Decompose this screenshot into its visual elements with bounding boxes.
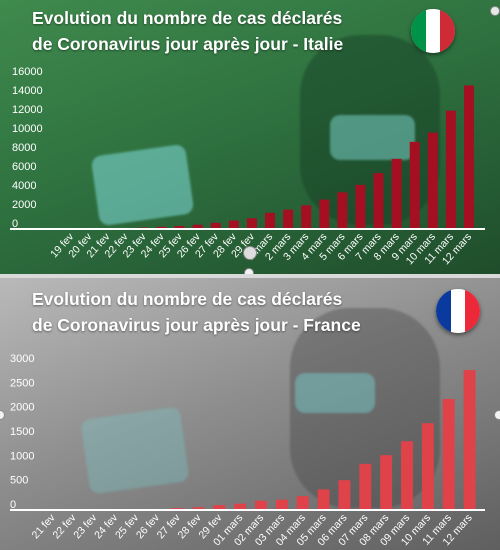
- italy-bar-chart: 020004000600080001000012000140001600019 …: [10, 66, 485, 267]
- y-tick-label: 1000: [10, 450, 34, 462]
- bar: [380, 455, 393, 510]
- chart-title-line-1: Evolution du nombre de cas déclarés: [32, 8, 343, 28]
- bar: [421, 423, 434, 510]
- bar: [355, 184, 366, 229]
- bar: [463, 85, 474, 230]
- bar: [317, 489, 330, 510]
- y-tick-label: 6000: [12, 161, 36, 173]
- bar: [255, 500, 267, 510]
- bar: [409, 141, 420, 229]
- france-flag-icon: [436, 289, 480, 333]
- italy-flag-icon: [411, 9, 455, 53]
- bar: [156, 226, 167, 229]
- bar: [338, 480, 351, 510]
- bar: [391, 158, 402, 229]
- bar: [442, 398, 455, 510]
- bar: [213, 505, 226, 510]
- rotate-handle-icon[interactable]: [243, 246, 257, 260]
- bar: [427, 132, 438, 229]
- y-tick-label: 0: [12, 218, 18, 230]
- y-tick-label: 2500: [10, 377, 34, 389]
- bar: [174, 225, 185, 229]
- france-chart-panel: Evolution du nombre de cas déclarés de C…: [0, 278, 500, 550]
- y-tick-label: 0: [10, 499, 16, 511]
- bar: [373, 173, 384, 229]
- y-tick-label: 8000: [12, 142, 36, 154]
- background-photo-mask: [330, 115, 415, 160]
- resize-handle-bottom[interactable]: [244, 268, 254, 275]
- chart-title-line-2: de Coronavirus jour après jour - France: [32, 315, 361, 335]
- italy-chart-panel: Evolution du nombre de cas déclarés de C…: [0, 0, 500, 275]
- background-photo-mask: [295, 373, 375, 413]
- bar: [319, 199, 330, 229]
- y-tick-label: 1500: [10, 426, 34, 438]
- y-tick-label: 16000: [12, 66, 43, 78]
- bar: [296, 496, 309, 510]
- y-tick-label: 14000: [12, 85, 43, 97]
- y-tick-label: 10000: [12, 123, 43, 135]
- y-tick-label: 12000: [12, 104, 43, 116]
- bar: [337, 192, 348, 229]
- bar: [246, 218, 257, 229]
- bar: [210, 222, 221, 229]
- chart-title-line-2: de Coronavirus jour après jour - Italie: [32, 34, 344, 54]
- resize-handle-right[interactable]: [494, 410, 500, 420]
- bar: [463, 370, 476, 510]
- panel-divider: [0, 274, 500, 278]
- y-tick-label: 500: [10, 475, 28, 487]
- bar: [301, 205, 312, 229]
- bar: [234, 503, 247, 510]
- y-tick-label: 4000: [12, 180, 36, 192]
- bar: [445, 110, 456, 229]
- bar: [228, 220, 239, 229]
- bar: [401, 441, 413, 510]
- y-tick-label: 3000: [10, 353, 34, 365]
- bar: [265, 212, 275, 229]
- bar: [359, 463, 372, 510]
- corner-handle-icon[interactable]: [490, 6, 500, 16]
- bar: [192, 224, 203, 229]
- y-tick-label: 2000: [10, 402, 34, 414]
- bar: [192, 507, 205, 510]
- bar: [283, 209, 294, 229]
- y-tick-label: 2000: [12, 199, 36, 211]
- chart-title-line-1: Evolution du nombre de cas déclarés: [32, 289, 343, 309]
- bar: [275, 499, 288, 510]
